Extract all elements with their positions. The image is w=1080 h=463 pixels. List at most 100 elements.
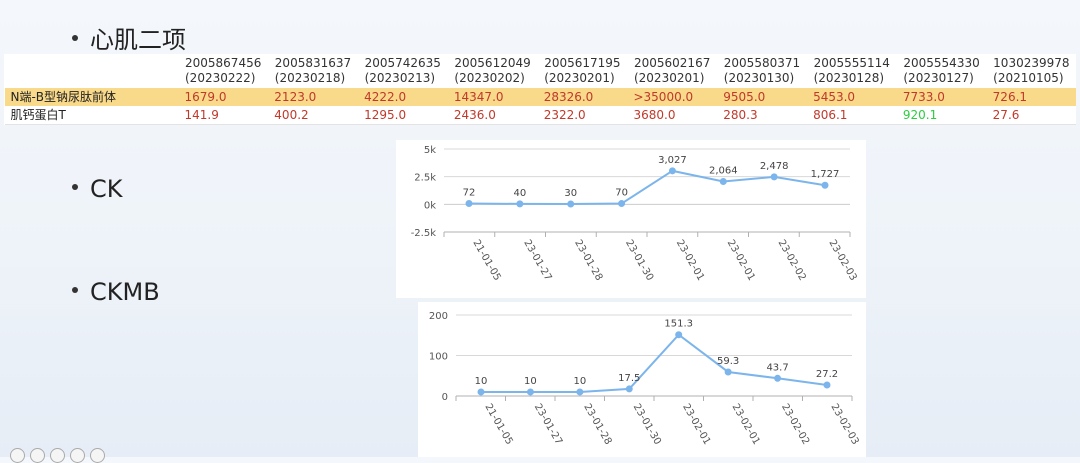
x-tick-label: 23-02-03: [828, 402, 860, 447]
table-cell: 2322.0: [537, 106, 628, 125]
data-point: [774, 374, 782, 382]
x-tick-label: 23-01-27: [521, 238, 553, 283]
table-cell: 14347.0: [447, 88, 538, 106]
data-label: 70: [615, 188, 628, 199]
data-label: 40: [513, 188, 526, 199]
column-header: 2005867456 (20230222): [178, 54, 269, 88]
table-cell: 2436.0: [447, 106, 538, 125]
data-point: [675, 331, 683, 339]
bullet-dot: [72, 35, 78, 41]
slide-toolbar: [0, 447, 140, 463]
table-cell: >35000.0: [627, 88, 718, 106]
data-point: [477, 388, 485, 396]
x-tick-label: 23-02-01: [730, 402, 762, 447]
y-tick-label: 200: [429, 311, 448, 322]
table-cell: 27.6: [986, 106, 1076, 125]
column-header: 1030239978 (20210105): [986, 54, 1076, 88]
table-cell: 5453.0: [807, 88, 897, 106]
data-label: 30: [564, 188, 577, 199]
data-label: 2,478: [760, 161, 789, 172]
table-cell: 280.3: [717, 106, 808, 125]
ckmb-chart-svg: 200 100 0 21-01-05 23-01-27 23-01-28 23-01-30 2…: [429, 311, 861, 447]
data-point: [823, 381, 831, 389]
data-point: [576, 388, 584, 396]
column-header: 2005580371 (20230130): [716, 54, 808, 88]
column-header: 2005554330 (20230127): [896, 54, 987, 88]
x-tick-label: 23-01-30: [623, 238, 655, 283]
back-icon[interactable]: [10, 448, 25, 463]
x-tick-label: 21-01-05: [482, 402, 514, 447]
x-tick-label: 23-01-28: [581, 402, 613, 447]
x-tick-label: 23-02-01: [725, 238, 757, 283]
row-label: N端-B型钠尿肽前体: [4, 88, 179, 106]
bullet-label: CK: [90, 175, 123, 203]
table-cell: 141.9: [178, 106, 269, 125]
data-label: 151.3: [664, 319, 693, 330]
table-cell: 3680.0: [627, 106, 718, 125]
x-tick-label: 23-02-01: [674, 238, 706, 283]
y-tick-label: 0k: [424, 200, 436, 211]
row-label: 肌钙蛋白T: [4, 106, 179, 125]
data-point: [770, 173, 778, 181]
data-label: 27.2: [816, 369, 838, 380]
data-label: 1,727: [811, 169, 840, 180]
data-label: 10: [573, 376, 586, 387]
data-label: 2,064: [709, 165, 738, 176]
column-header: 2005612049 (20230202): [447, 54, 538, 88]
table-cell: 400.2: [268, 106, 359, 125]
data-label: 59.3: [717, 356, 739, 367]
x-tick-label: 23-01-28: [572, 238, 604, 283]
x-tick-label: 23-02-03: [826, 238, 858, 283]
data-label: 10: [524, 376, 537, 387]
column-header: 2005742635 (20230213): [357, 54, 448, 88]
series-line: [481, 333, 828, 393]
menu-icon[interactable]: [90, 448, 105, 463]
data-point: [567, 200, 575, 208]
table-cell: 9505.0: [717, 88, 808, 106]
y-tick-label: 0: [442, 392, 448, 403]
data-point: [526, 388, 534, 396]
column-header: 2005831637 (20230218): [267, 54, 359, 88]
lab-results-table: 2005867456 (20230222) 2005831637 (20230218…: [4, 54, 1076, 125]
table-cell: 7733.0: [896, 88, 987, 106]
bullet-dot: [72, 287, 78, 293]
table-cell: 726.1: [986, 88, 1076, 106]
x-tick-label: 23-01-27: [532, 402, 564, 447]
y-tick-label: -2.5k: [411, 228, 437, 239]
bullet-label: 心肌二项: [90, 26, 186, 54]
bullet-dot: [72, 184, 78, 190]
x-tick-label: 23-02-01: [680, 402, 712, 447]
column-header: 2005555114 (20230128): [806, 54, 897, 88]
y-tick-label: 2.5k: [414, 173, 436, 184]
ck-line-chart: 5k 2.5k 0k -2.5k 21-01-05 23-01-27 23-01-28 23-…: [396, 140, 866, 298]
bullet-ckmb: CKMB: [72, 278, 160, 306]
x-tick-label: 23-01-30: [631, 402, 663, 447]
header-corner: [4, 54, 179, 88]
data-label: 43.7: [766, 362, 788, 373]
table-cell: 1679.0: [178, 88, 269, 106]
column-header: 2005602167 (20230201): [626, 54, 718, 88]
zoom-icon[interactable]: [70, 448, 85, 463]
table-row[interactable]: 肌钙蛋白T 141.9 400.2 1295.0 2436.0 2322.0 3…: [4, 106, 1076, 125]
ckmb-line-chart: 200 100 0 21-01-05 23-01-27 23-01-28 23-01-30 2…: [418, 302, 866, 457]
table-cell: 806.1: [807, 106, 897, 125]
x-tick-label: 23-02-02: [779, 402, 811, 447]
series-line: [468, 169, 826, 206]
data-point: [821, 181, 829, 189]
data-label: 10: [475, 376, 488, 387]
data-point: [465, 200, 473, 208]
table-row[interactable]: N端-B型钠尿肽前体 1679.0 2123.0 4222.0 14347.0 …: [4, 88, 1076, 106]
x-tick-label: 23-02-02: [776, 238, 808, 283]
y-tick-label: 100: [429, 352, 448, 363]
bullet-ck: CK: [72, 175, 123, 203]
table-cell: 4222.0: [358, 88, 448, 106]
table-cell: 920.1: [896, 106, 987, 125]
x-tick-label: 21-01-05: [470, 238, 502, 283]
forward-icon[interactable]: [30, 448, 45, 463]
column-header: 2005617195 (20230201): [537, 54, 628, 88]
table-header-row: 2005867456 (20230222) 2005831637 (20230218…: [4, 54, 1076, 88]
data-label: 3,027: [658, 155, 687, 166]
table-cell: 28326.0: [537, 88, 628, 106]
data-point: [668, 167, 676, 175]
pen-icon[interactable]: [50, 448, 65, 463]
